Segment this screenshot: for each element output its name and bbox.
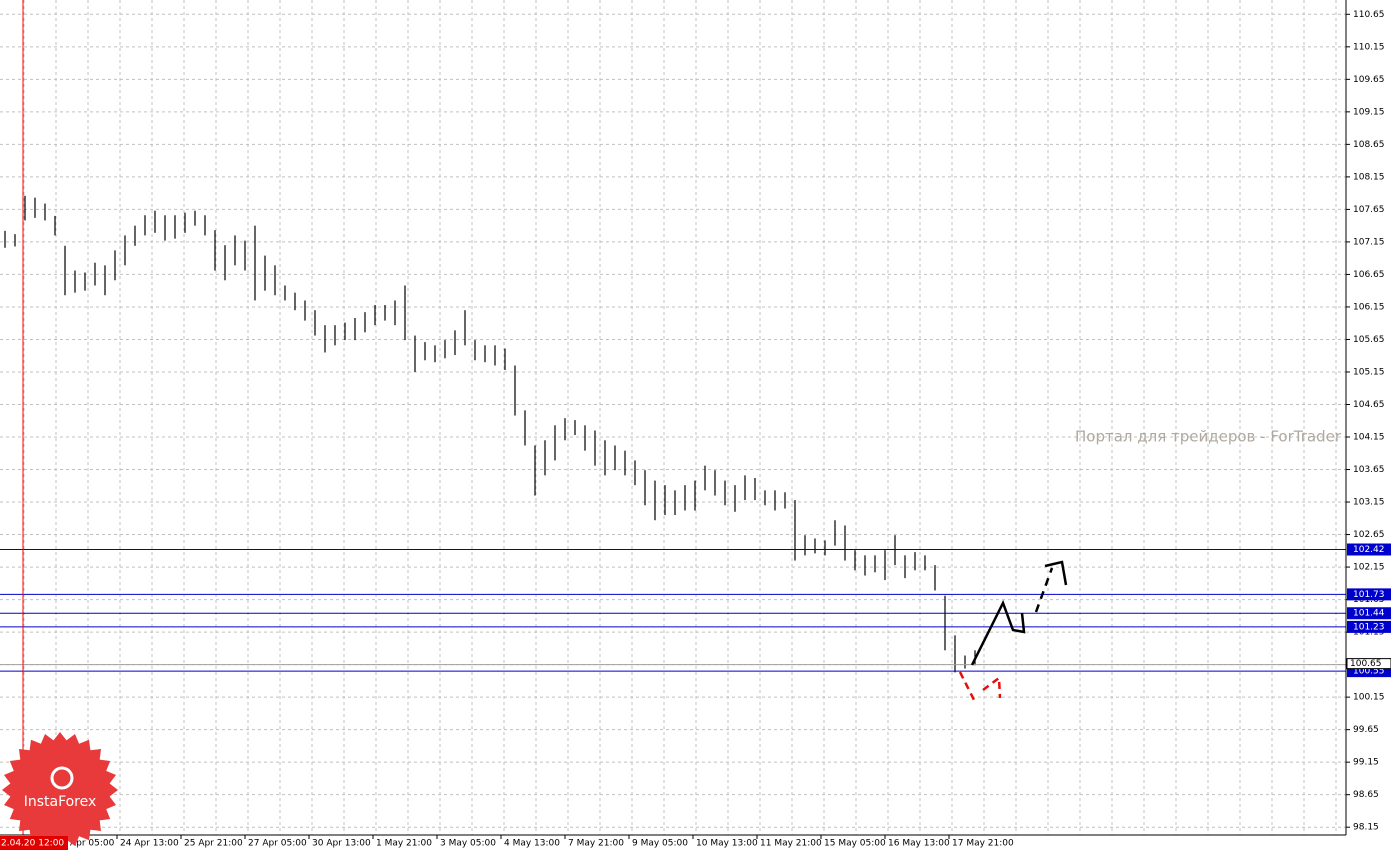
level-box xyxy=(1347,588,1391,601)
logo: InstaForex xyxy=(2,732,118,848)
forecast-arrow xyxy=(970,599,1026,666)
y-tick-label: 98.15 xyxy=(1353,823,1379,833)
y-tick-label: 108.65 xyxy=(1353,140,1385,150)
y-tick-label: 105.15 xyxy=(1353,367,1385,377)
y-tick-label: 99.15 xyxy=(1353,758,1379,768)
axis-labels: 98.1598.6599.1599.65100.15100.65101.1510… xyxy=(66,10,1391,849)
y-tick-label: 104.65 xyxy=(1353,400,1385,410)
y-tick-label: 110.15 xyxy=(1353,42,1385,52)
x-tick-label: 15 May 05:00 xyxy=(824,839,886,849)
y-tick-label: 103.65 xyxy=(1353,465,1385,475)
price-axis-bg xyxy=(1346,0,1391,850)
y-tick-label: 108.15 xyxy=(1353,172,1385,182)
current-price-box xyxy=(1346,658,1391,670)
level-label: 101.23 xyxy=(1353,622,1385,632)
time-axis-bg xyxy=(0,835,1391,850)
x-tick-label: 7 May 21:00 xyxy=(568,839,624,849)
y-tick-label: 102.15 xyxy=(1353,563,1385,573)
y-tick-label: 109.15 xyxy=(1353,107,1385,117)
level-label: 101.73 xyxy=(1353,590,1385,600)
level-label: 102.42 xyxy=(1353,545,1385,555)
level-label: 100.55 xyxy=(1353,667,1385,677)
level-box xyxy=(1347,543,1391,556)
x-tick-label: 4 May 13:00 xyxy=(504,839,560,849)
x-tick-label: 27 Apr 05:00 xyxy=(248,839,307,849)
current-price-label: 100.65 xyxy=(1350,659,1382,669)
x-tick-label: 25 Apr 21:00 xyxy=(184,839,243,849)
y-tick-label: 109.65 xyxy=(1353,75,1385,85)
y-tick-label: 98.65 xyxy=(1353,790,1379,800)
y-tick-label: 105.65 xyxy=(1353,335,1385,345)
grid xyxy=(0,0,1346,835)
y-tick-label: 106.15 xyxy=(1353,302,1385,312)
y-tick-label: 106.65 xyxy=(1353,270,1385,280)
logo-text: InstaForex xyxy=(24,794,97,810)
y-tick-label: 99.65 xyxy=(1353,725,1379,735)
x-tick-label: 16 May 13:00 xyxy=(888,839,950,849)
level-label: 101.44 xyxy=(1353,609,1385,619)
cursor-box xyxy=(0,836,68,850)
alt-arrow-head xyxy=(982,675,1002,699)
x-tick-label: 3 May 05:00 xyxy=(440,839,496,849)
x-tick-label: 17 May 21:00 xyxy=(952,839,1014,849)
level-box xyxy=(1347,620,1391,633)
x-tick-label: 11 May 21:00 xyxy=(760,839,822,849)
logo-badge xyxy=(2,732,118,848)
forecast-arrow-head xyxy=(1044,560,1068,586)
x-tick-label: 9 May 05:00 xyxy=(632,839,688,849)
logo-icon xyxy=(50,766,74,790)
y-tick-label: 107.65 xyxy=(1353,205,1385,215)
alt-arrow xyxy=(958,671,978,705)
y-tick-label: 107.15 xyxy=(1353,237,1385,247)
y-tick-label: 104.15 xyxy=(1353,433,1385,443)
x-tick-label: Apr 05:00 xyxy=(70,839,115,849)
y-tick-label: 103.15 xyxy=(1353,498,1385,508)
y-tick-label: 100.15 xyxy=(1353,693,1385,703)
x-tick-label: 1 May 21:00 xyxy=(376,839,432,849)
cursor-label: 2.04.20 12:00 xyxy=(1,839,64,849)
watermark: Портал для трейдеров - ForTrader xyxy=(1075,428,1342,446)
level-box xyxy=(1347,607,1391,620)
y-tick-label: 102.65 xyxy=(1353,530,1385,540)
y-tick-label: 110.65 xyxy=(1353,10,1385,20)
plot xyxy=(0,195,1346,673)
x-tick-label: 10 May 13:00 xyxy=(696,839,758,849)
forecast-arrow-dashed xyxy=(1034,567,1054,613)
x-tick-label: 30 Apr 13:00 xyxy=(312,839,371,849)
x-tick-label: 24 Apr 13:00 xyxy=(120,839,179,849)
